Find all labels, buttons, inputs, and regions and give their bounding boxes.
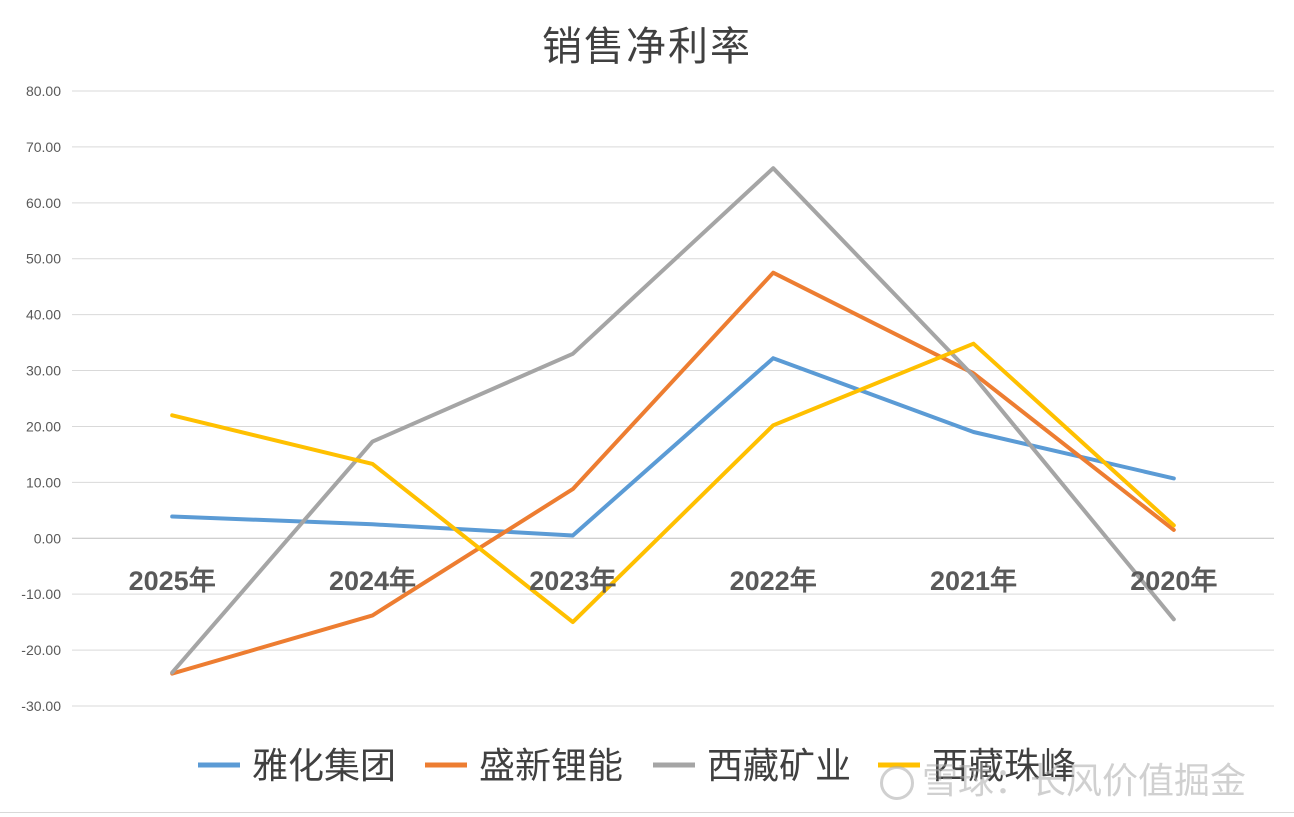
series-lines [170, 166, 1176, 676]
series-line-1 [170, 356, 1176, 538]
y-tick-label: 20.00 [26, 418, 61, 434]
x-tick-label: 2022年 [730, 565, 817, 596]
y-tick-label: 60.00 [26, 195, 61, 211]
x-axis-ticks: 2025年 2024年 2023年 2022年 2021年 2020年 [129, 565, 1218, 596]
x-tick-label: 2024年 [329, 565, 416, 596]
x-tick-label: 2023年 [529, 565, 616, 596]
y-axis-ticks: 80.00 70.00 60.00 50.00 40.00 30.00 20.00 10.00… [21, 83, 61, 714]
legend-label: 盛新锂能 [479, 746, 623, 787]
legend-label: 西藏珠峰 [932, 746, 1076, 787]
snowball-logo-icon [880, 766, 914, 800]
series-line-3 [170, 166, 1176, 675]
y-tick-label: 0.00 [34, 530, 61, 546]
y-tick-label: 10.00 [26, 474, 61, 490]
gridlines [72, 90, 1274, 707]
watermark: 雪球：长风价值掘金 [880, 752, 1246, 804]
legend-label: 雅化集团 [252, 746, 396, 787]
series-line-2 [170, 270, 1176, 676]
y-tick-label: 70.00 [26, 139, 61, 155]
y-tick-label: -30.00 [21, 698, 61, 714]
x-tick-label: 2020年 [1130, 565, 1217, 596]
x-tick-label: 2025年 [129, 565, 216, 596]
x-tick-label: 2021年 [930, 565, 1017, 596]
series-line-4 [170, 341, 1176, 625]
y-tick-label: 40.00 [26, 307, 61, 323]
y-tick-label: 80.00 [26, 83, 61, 99]
chart-title: 销售净利率 [542, 24, 752, 70]
y-tick-label: -10.00 [21, 586, 61, 602]
y-tick-label: -20.00 [21, 642, 61, 658]
watermark-text: 雪球：长风价值掘金 [922, 761, 1247, 802]
y-tick-label: 30.00 [26, 363, 61, 379]
bottom-border [0, 812, 1294, 813]
y-tick-label: 50.00 [26, 251, 61, 267]
legend-label: 西藏矿业 [707, 746, 851, 787]
legend: 雅化集团 盛新锂能 西藏矿业 西藏珠峰 [198, 746, 1076, 787]
